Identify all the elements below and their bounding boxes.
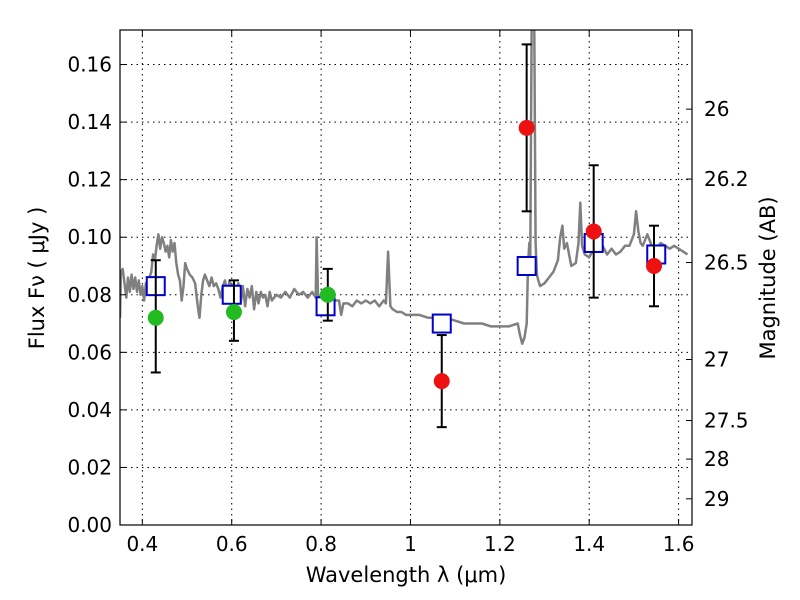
model-flux-square xyxy=(516,255,537,276)
x-tick-label: 0.8 xyxy=(305,532,337,556)
x-tick-label: 1.4 xyxy=(573,532,605,556)
right-axis-title: Magnitude (AB) xyxy=(756,196,780,359)
observed-point-red xyxy=(646,257,663,274)
x-tick-label: 0.6 xyxy=(216,532,248,556)
y-tick-label: 0.00 xyxy=(67,513,112,537)
plot-area xyxy=(120,30,689,429)
plot-frame xyxy=(119,29,693,526)
right-tick-label: 29 xyxy=(704,487,729,511)
x-tick-label: 0.4 xyxy=(126,532,158,556)
y-axis-title: Flux Fν ( μJy ) xyxy=(25,207,49,350)
x-axis-title: Wavelength λ (μm) xyxy=(306,563,507,587)
right-tick-label: 28 xyxy=(704,447,729,471)
y-tick-label: 0.06 xyxy=(67,340,112,364)
observed-point-green xyxy=(147,309,164,326)
right-axis-ticks: 26 26.2 26.5 27 27.5 28 29 xyxy=(686,97,749,511)
observed-point-green xyxy=(225,304,242,321)
right-tick-label: 27 xyxy=(704,348,729,372)
y-tick-label: 0.12 xyxy=(67,168,112,192)
right-tick-label: 26 xyxy=(704,97,729,121)
y-axis-ticks: 0.00 0.02 0.04 0.06 0.08 0.10 0.12 0.14 0.16 xyxy=(67,53,126,537)
y-tick-label: 0.08 xyxy=(67,283,112,307)
right-tick-label: 26.2 xyxy=(704,167,749,191)
x-tick-label: 1.6 xyxy=(663,532,695,556)
model-flux-square xyxy=(431,313,452,334)
observed-point-red xyxy=(518,119,535,136)
x-axis-ticks: 0.4 0.6 0.8 1 1.2 1.4 1.6 xyxy=(126,30,695,556)
right-tick-label: 26.5 xyxy=(704,251,749,275)
y-tick-label: 0.04 xyxy=(67,398,112,422)
observed-point-green xyxy=(319,286,336,303)
y-tick-label: 0.02 xyxy=(67,455,112,479)
y-tick-label: 0.10 xyxy=(67,225,112,249)
x-tick-label: 1 xyxy=(404,532,417,556)
observed-point-red xyxy=(433,373,450,390)
y-tick-label: 0.14 xyxy=(67,110,112,134)
x-tick-label: 1.2 xyxy=(484,532,516,556)
observed-point-red xyxy=(585,223,602,240)
right-tick-label: 27.5 xyxy=(704,409,749,433)
model-flux-square xyxy=(221,284,242,305)
y-tick-label: 0.16 xyxy=(67,53,112,77)
